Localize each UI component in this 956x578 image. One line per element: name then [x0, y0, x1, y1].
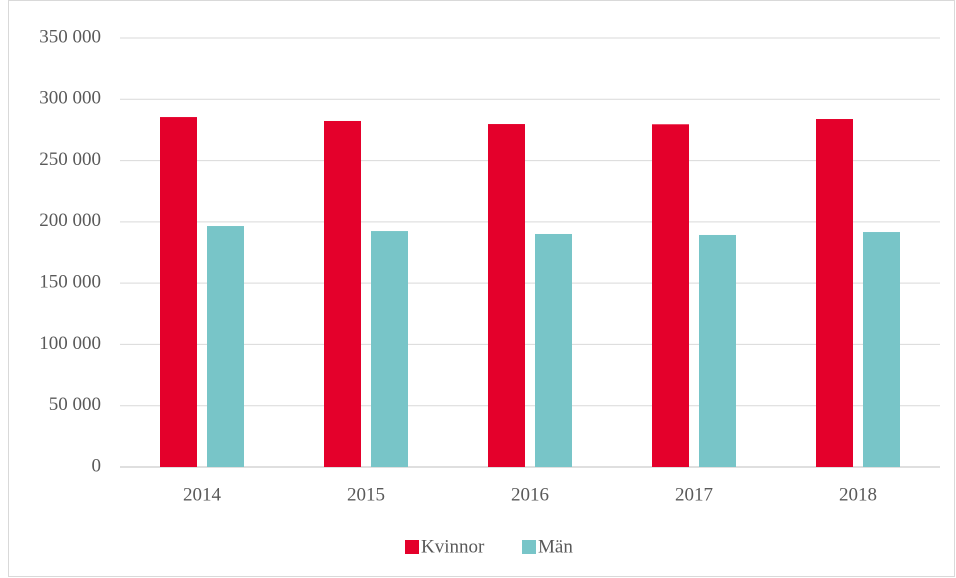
y-tick-label: 50 000 [49, 394, 101, 415]
y-tick-label: 0 [92, 455, 102, 476]
bar [207, 226, 244, 467]
bar [160, 117, 197, 468]
bar [816, 119, 853, 467]
bar [652, 124, 689, 467]
x-tick-label: 2014 [183, 484, 222, 505]
bar [535, 233, 572, 467]
y-tick-label: 100 000 [39, 333, 101, 354]
legend-label: Män [538, 536, 573, 557]
legend-label: Kvinnor [421, 536, 485, 557]
y-tick-label: 150 000 [39, 272, 101, 293]
bar [699, 234, 736, 467]
bar [488, 124, 525, 468]
x-tick-label: 2016 [511, 484, 549, 505]
bar [324, 120, 361, 467]
y-tick-label: 250 000 [39, 149, 101, 170]
bar [863, 232, 900, 467]
legend-swatch [522, 540, 536, 554]
bar [371, 231, 408, 467]
x-tick-label: 2017 [675, 484, 713, 505]
y-tick-label: 300 000 [39, 88, 101, 109]
y-tick-label: 350 000 [39, 26, 101, 47]
y-tick-label: 200 000 [39, 210, 101, 231]
x-tick-label: 2015 [347, 484, 385, 505]
x-tick-label: 2018 [839, 484, 877, 505]
legend-swatch [405, 540, 419, 554]
chart-frame [8, 0, 955, 577]
